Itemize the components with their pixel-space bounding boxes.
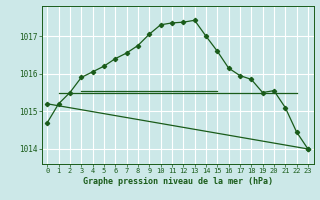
X-axis label: Graphe pression niveau de la mer (hPa): Graphe pression niveau de la mer (hPa) [83,177,273,186]
